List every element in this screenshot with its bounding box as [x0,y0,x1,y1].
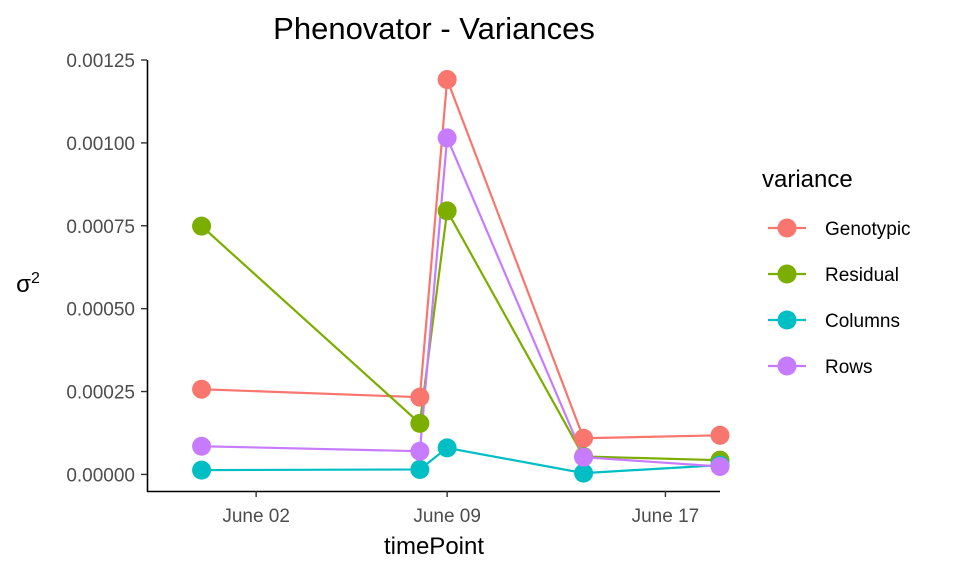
series-lines [200,79,721,475]
y-axis: 0.00000 0.00025 0.00050 0.00075 0.00100 0.001… [66,51,149,492]
data-point-residual [437,201,457,221]
data-point-rows [574,447,594,467]
legend-title: variance [762,166,853,193]
legend: variance Genotypic Residual Columns Rows [762,166,911,378]
legend-item-columns: Columns [768,310,900,332]
x-axis-title: timePoint [384,533,484,560]
data-point-genotypic [710,425,730,445]
data-point-rows [437,128,457,148]
y-tick-label: 0.00125 [66,51,135,72]
legend-label: Columns [825,311,900,332]
series-line-residual [200,207,721,462]
legend-key-point [777,264,797,284]
series-points [192,70,730,483]
legend-item-rows: Rows [768,356,873,378]
legend-item-genotypic: Genotypic [768,218,911,240]
data-point-rows [192,436,212,456]
legend-item-residual: Residual [768,264,899,286]
legend-key-point [777,356,797,376]
x-tick-label: June 09 [413,506,481,527]
x-tick-label: June 17 [632,506,700,527]
x-tick-label: June 02 [222,506,290,527]
y-tick-label: 0.00100 [66,134,135,155]
data-point-genotypic [437,70,457,90]
legend-label: Rows [825,357,873,378]
chart-title: Phenovator - Variances [273,11,595,46]
y-axis-title-base: σ [16,271,31,298]
series-line-genotypic [201,79,721,440]
data-point-columns [192,460,212,480]
legend-label: Genotypic [825,219,911,240]
y-axis-title-superscript: 2 [31,270,40,287]
data-point-residual [192,216,212,236]
legend-label: Residual [825,265,899,286]
y-tick-label: 0.00000 [66,465,135,486]
series-line-rows [201,137,721,468]
data-point-columns [410,459,430,479]
y-axis-title: σ2 [16,270,40,298]
data-point-columns [437,438,457,458]
y-tick-label: 0.00075 [66,217,135,238]
data-point-rows [410,441,430,461]
data-point-genotypic [192,379,212,399]
data-point-genotypic [410,387,430,407]
y-tick-label: 0.00050 [66,300,135,321]
data-point-rows [710,456,730,476]
y-tick-label: 0.00025 [66,383,135,404]
legend-key-point [777,218,797,238]
legend-key-point [777,310,797,330]
x-axis: June 02 June 09 June 17 [147,490,720,527]
data-point-genotypic [574,428,594,448]
data-point-residual [410,413,430,433]
data-point-columns [574,463,594,483]
